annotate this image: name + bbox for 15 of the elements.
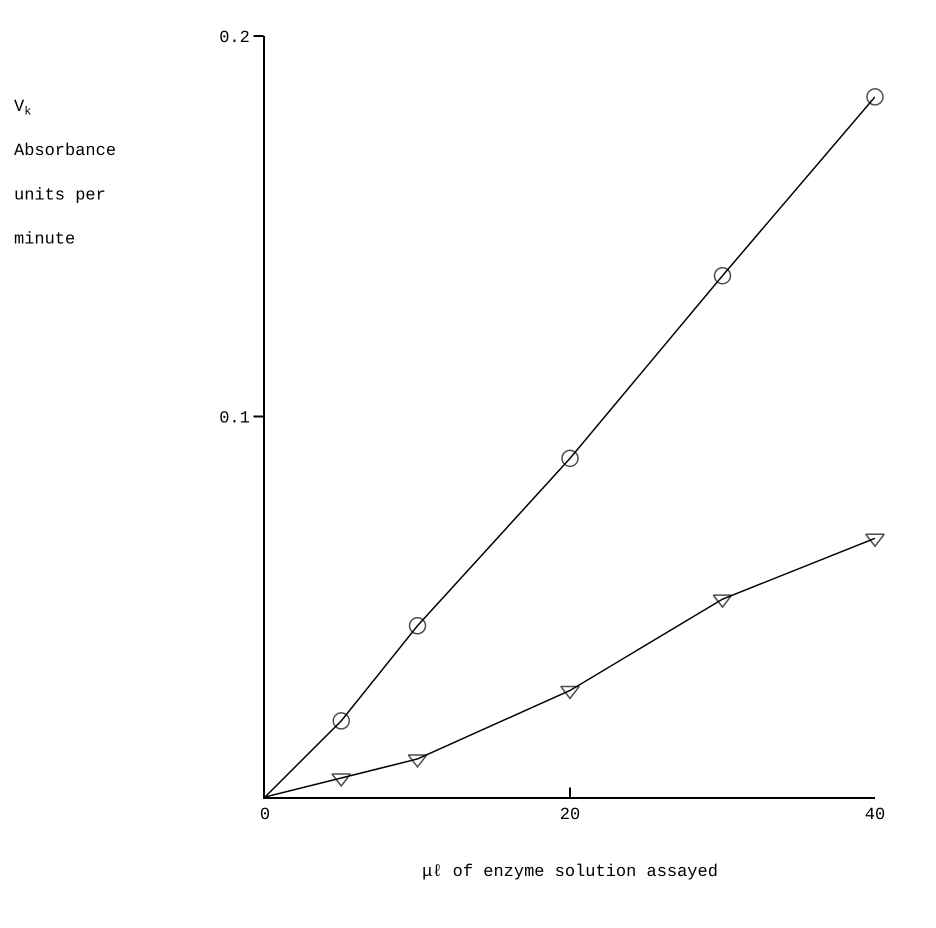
x-axis-title: μℓ of enzyme solution assayed bbox=[422, 863, 718, 882]
y-tick-label: 0.2 bbox=[219, 28, 250, 48]
y-tick-label: 0.1 bbox=[219, 409, 250, 428]
point bbox=[866, 88, 884, 106]
point bbox=[712, 594, 732, 608]
point bbox=[560, 686, 580, 700]
x-tick-label: 40 bbox=[864, 806, 886, 826]
point bbox=[714, 266, 732, 284]
x-tick-label: 0 bbox=[260, 806, 270, 826]
point bbox=[408, 617, 426, 635]
point bbox=[408, 754, 428, 768]
text: V$_{k}$ Absorbance units per minute bbox=[14, 98, 116, 250]
point bbox=[561, 450, 579, 468]
point bbox=[865, 534, 885, 548]
x-tick-label: 20 bbox=[560, 806, 580, 826]
